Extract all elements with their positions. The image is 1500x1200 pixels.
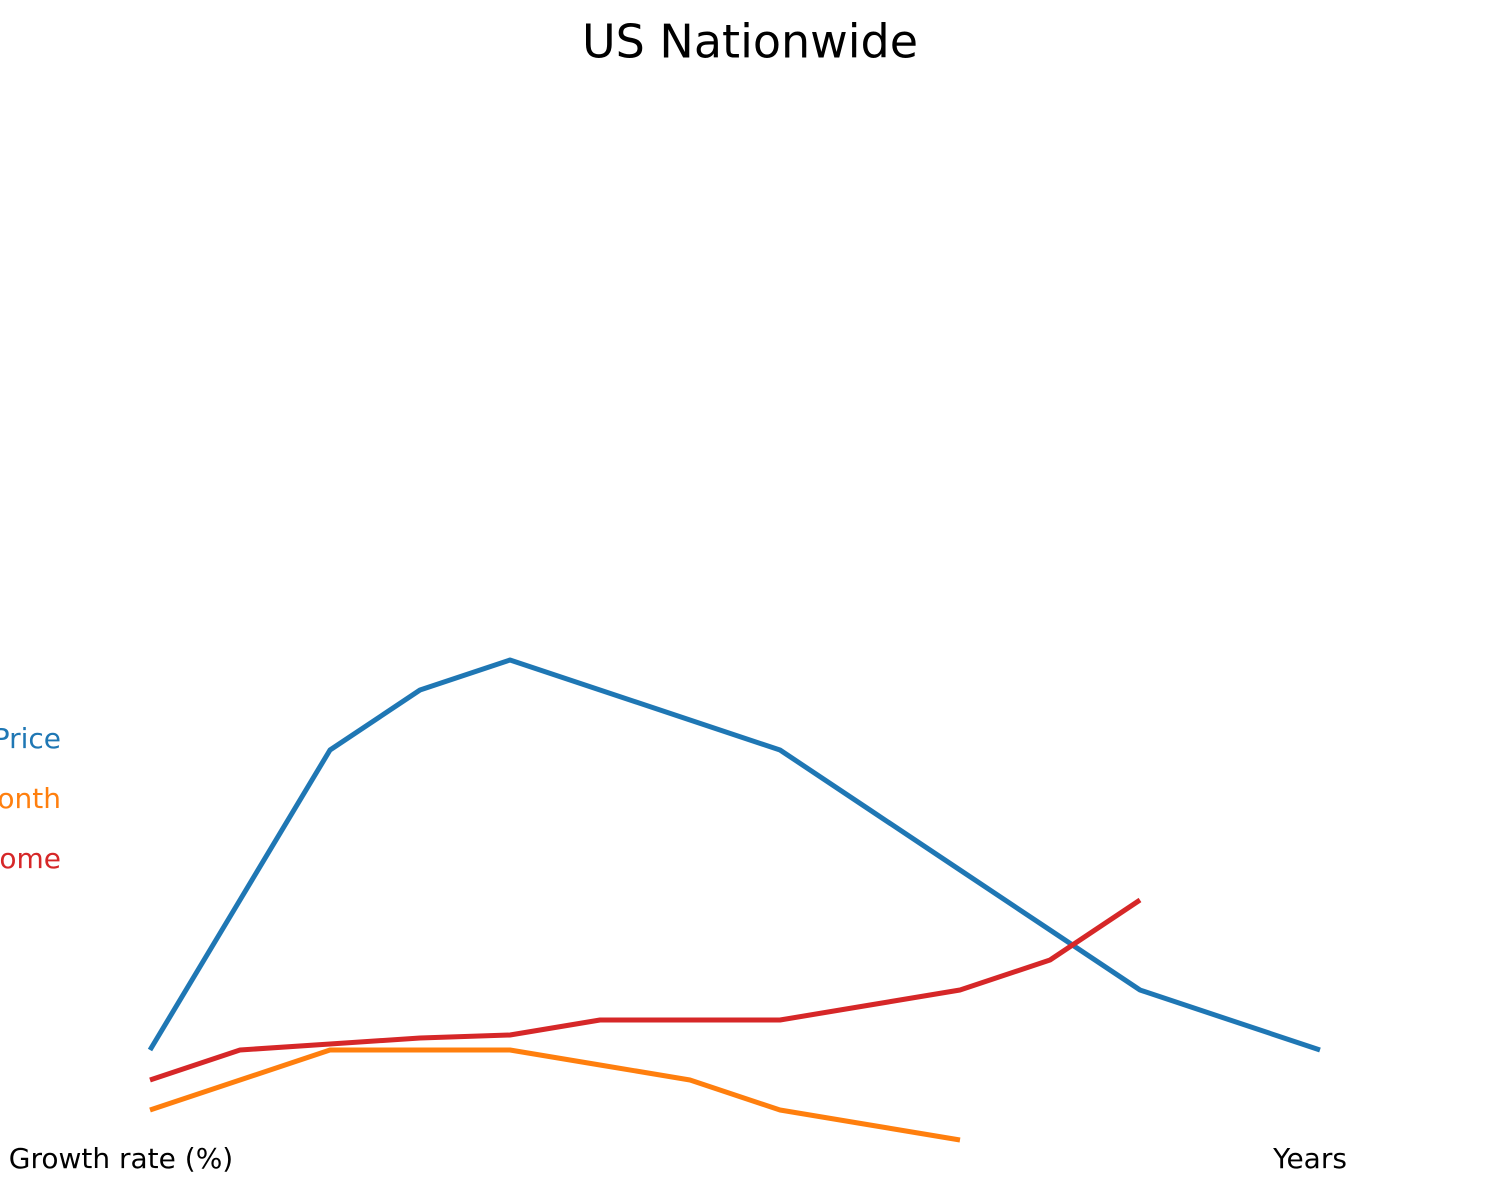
x-axis-label: Years xyxy=(1272,1142,1347,1175)
line-series xyxy=(147,657,1321,1053)
legend-label: Price xyxy=(0,722,61,755)
y-axis-label: Growth rate (%) xyxy=(9,1142,233,1175)
chart-title: US Nationwide xyxy=(582,15,918,69)
line-series xyxy=(149,1047,961,1143)
legend-label: ome xyxy=(0,842,61,875)
line-series xyxy=(149,897,1142,1083)
legend-label: onth xyxy=(0,782,61,815)
